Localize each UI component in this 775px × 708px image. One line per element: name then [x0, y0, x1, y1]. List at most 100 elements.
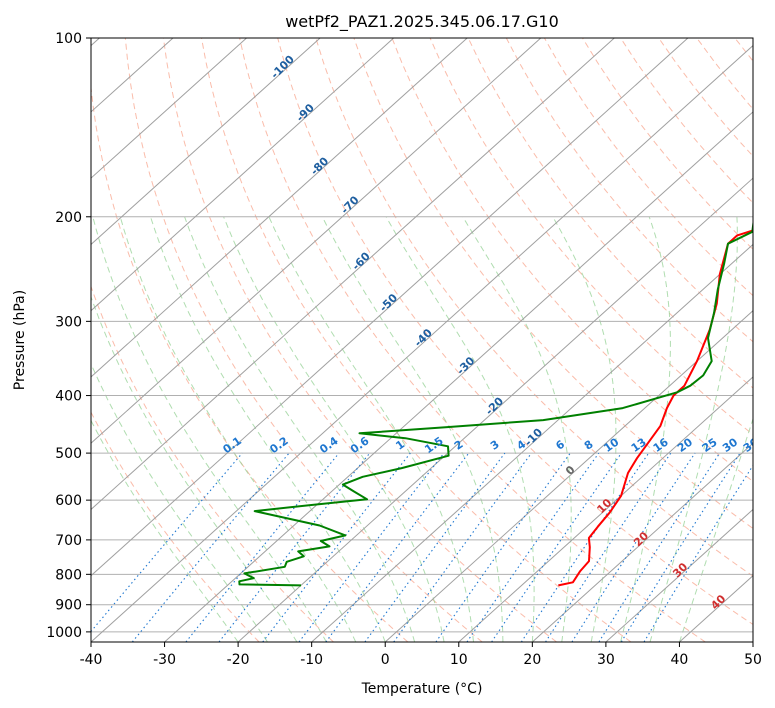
isotherm-line [384, 309, 753, 642]
dry-adiabat-line [505, 38, 753, 343]
x-tick-label: -20 [227, 652, 250, 668]
y-axis-label: Pressure (hPa) [12, 290, 28, 390]
mixing-ratio-label: 16 [651, 435, 671, 455]
x-tick-label: -10 [300, 652, 323, 668]
mixing-ratio-line [598, 452, 721, 642]
isotherm-label: -50 [377, 291, 400, 314]
isotherm-line [91, 38, 321, 246]
isotherm-label: -30 [454, 354, 477, 377]
mixing-ratio-line [491, 452, 622, 642]
dry-adiabat-line [239, 38, 706, 642]
moist-adiabat-line [620, 216, 671, 642]
mixing-ratio-line [393, 452, 532, 642]
moist-adiabat-line [150, 216, 386, 642]
isotherm-line [531, 442, 753, 642]
moist-adiabat-line [184, 216, 416, 642]
mixing-ratio-label: 30 [720, 435, 740, 455]
moist-adiabat-line [462, 216, 572, 642]
isotherm-line [458, 376, 753, 642]
x-tick-label: 0 [381, 652, 390, 668]
isotherm-label: -40 [412, 326, 435, 349]
moist-adiabat-line [649, 216, 738, 642]
dry-adiabat-line [91, 83, 409, 642]
mixing-ratio-line [545, 452, 672, 642]
dry-adiabat-line [582, 38, 753, 250]
dry-adiabat-line [124, 38, 483, 642]
moist-adiabat-line [268, 216, 474, 642]
y-tick-label: 800 [55, 567, 82, 583]
x-tick-label: 40 [671, 652, 689, 668]
dry-adiabat-line [734, 38, 753, 62]
isotherm-line [311, 243, 753, 642]
isotherm-label: -20 [483, 394, 506, 417]
mixing-ratio-line [218, 452, 371, 642]
isotherm-label: 40 [708, 592, 728, 612]
dry-adiabat-line [91, 411, 260, 642]
isotherm-label: -90 [294, 101, 317, 124]
isotherm-line [91, 38, 689, 577]
chart-title: wetPf2_PAZ1.2025.345.06.17.G10 [285, 12, 559, 32]
mixing-ratio-label: 13 [629, 436, 649, 455]
dry-adiabat-line [353, 38, 753, 530]
x-tick-label: -40 [80, 652, 103, 668]
moist-adiabat-line [91, 419, 239, 642]
dry-adiabat-line [162, 38, 557, 642]
isotherm-line [91, 38, 615, 511]
y-tick-label: 900 [55, 598, 82, 614]
dry-adiabat-line [467, 38, 753, 389]
x-tick-label: 20 [523, 652, 541, 668]
axes: -40 -30 -20 -10 0 10 20 30 40 5010020030040050060… [46, 31, 762, 668]
x-tick-label: 10 [450, 652, 468, 668]
x-axis-label: Temperature (°C) [361, 681, 483, 697]
dry-adiabat-line [201, 38, 632, 642]
isotherm-line [91, 44, 753, 642]
dry-adiabat-line [429, 38, 753, 436]
y-tick-label: 200 [55, 210, 82, 226]
isotherm-line [237, 177, 753, 642]
x-tick-label: 50 [744, 652, 762, 668]
x-tick-label: -30 [153, 652, 176, 668]
isotherm-line [91, 38, 542, 444]
y-tick-label: 400 [55, 389, 82, 405]
background-lines [91, 38, 753, 642]
plot-frame [90, 37, 754, 643]
mixing-ratio-label: 3 [488, 438, 502, 453]
y-tick-label: 500 [55, 446, 82, 462]
mixing-ratio-line [364, 452, 506, 642]
y-tick-label: 1000 [46, 625, 82, 641]
mixing-ratio-line [520, 452, 650, 642]
x-tick-label: 30 [597, 652, 615, 668]
moist-adiabat-line [92, 216, 327, 642]
dry-adiabat-line [543, 38, 753, 297]
temperature-profile-line [558, 229, 753, 587]
isotherm-label: -70 [338, 193, 361, 216]
mixing-ratio-line [131, 452, 290, 642]
mixing-ratio-line [643, 464, 753, 642]
dry-adiabat-line [391, 38, 753, 482]
mixing-ratio-line [466, 452, 600, 642]
isotherm-line [91, 38, 394, 312]
isotherm-line [91, 38, 247, 179]
isotherm-label: -100 [268, 52, 297, 81]
mixing-ratio-label: 25 [700, 436, 720, 455]
moist-adiabat-line [223, 216, 445, 642]
moist-adiabat-line [678, 417, 753, 642]
dry-adiabat-line [277, 38, 753, 626]
mixing-ratio-line [571, 452, 696, 642]
mixing-ratio-line [262, 452, 411, 642]
isotherm-label: -80 [308, 154, 331, 177]
isotherm-line [91, 38, 468, 378]
moist-adiabat-line [91, 295, 298, 642]
mixing-ratio-line [435, 452, 571, 642]
mixing-ratio-label: 20 [675, 435, 695, 455]
y-tick-label: 100 [55, 31, 82, 47]
mixing-ratio-label: 10 [601, 435, 621, 455]
dewpoint-profile-line [238, 218, 753, 587]
moist-adiabat-line [552, 216, 617, 642]
y-tick-label: 600 [55, 493, 82, 509]
dry-adiabat-line [315, 38, 753, 577]
isotherm-line [752, 641, 753, 642]
profile-lines [238, 218, 753, 587]
moist-adiabat-line [321, 216, 504, 642]
moist-adiabat-line [385, 216, 535, 642]
